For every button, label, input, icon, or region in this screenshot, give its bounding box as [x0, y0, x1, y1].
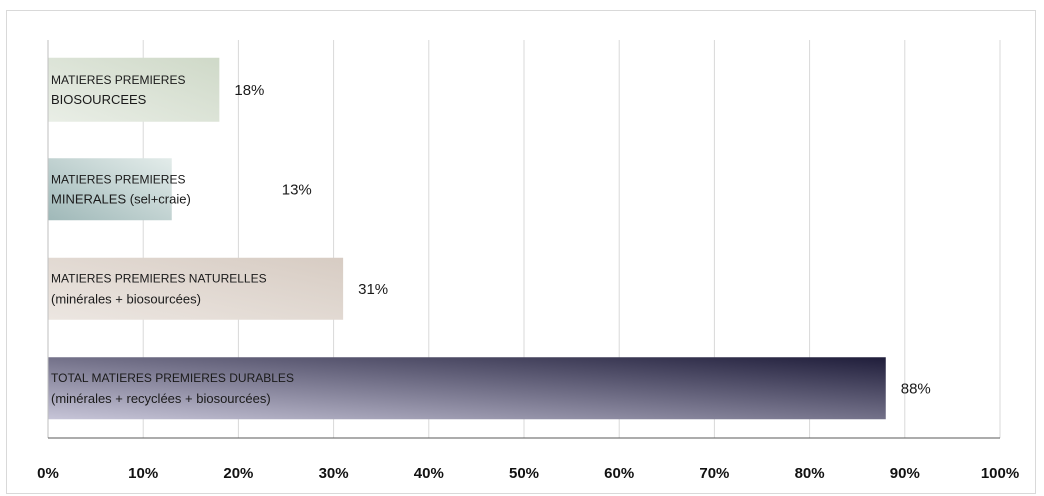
- x-tick-label: 0%: [37, 465, 59, 482]
- x-tick-label: 60%: [604, 465, 634, 482]
- category-label: MATIERES PREMIERES NATURELLES: [51, 271, 267, 285]
- bar: [48, 158, 172, 221]
- x-tick-label: 100%: [981, 465, 1019, 482]
- category-label: (minérales + recyclées + biosourcées): [51, 391, 271, 406]
- x-tick-label: 40%: [414, 465, 444, 482]
- x-axis: 0% 10% 20% 30% 40% 50% 60% 70% 80% 90% 100%: [37, 40, 1019, 482]
- data-label: 13%: [282, 181, 312, 198]
- x-tick-label: 10%: [128, 465, 158, 482]
- data-label: 88%: [901, 380, 931, 397]
- category-label: MATIERES PREMIERES: [51, 172, 185, 186]
- category-label: TOTAL MATIERES PREMIERES DURABLES: [51, 371, 294, 385]
- category-label: BIOSOURCEES: [51, 92, 147, 107]
- x-tick-label: 30%: [319, 465, 349, 482]
- category-label: MINERALES (sel+craie): [51, 191, 191, 206]
- x-tick-label: 90%: [890, 465, 920, 482]
- bars: MATIERES PREMIERES BIOSOURCEES 18% MATIERES…: [48, 57, 931, 420]
- x-tick-label: 50%: [509, 465, 539, 482]
- category-label: MATIERES PREMIERES: [51, 73, 185, 87]
- bar: [48, 257, 344, 320]
- x-tick-label: 70%: [699, 465, 729, 482]
- data-label: 18%: [234, 82, 264, 99]
- x-tick-label: 20%: [223, 465, 253, 482]
- category-label: (minérales + biosourcées): [51, 291, 201, 306]
- data-label: 31%: [358, 281, 388, 298]
- bar: [48, 357, 886, 420]
- bar: [48, 57, 220, 122]
- x-tick-label: 80%: [795, 465, 825, 482]
